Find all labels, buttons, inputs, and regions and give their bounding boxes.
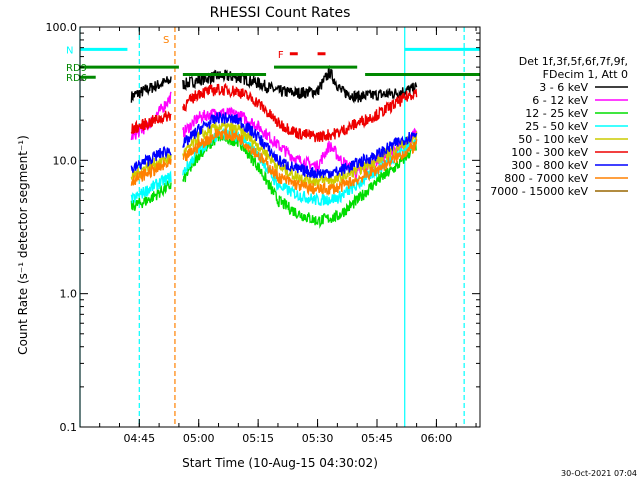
legend-label-3: 12 - 25 keV: [525, 107, 588, 120]
y-tick-label-4: 100.0: [46, 21, 78, 34]
y-tick-label-2: 1.0: [60, 288, 78, 301]
legend-header-line-2: FDecim 1, Att 0: [543, 68, 628, 81]
y-tick-label-1: 0.1: [60, 421, 78, 434]
legend-label-9: 7000 - 15000 keV: [490, 185, 588, 198]
series-trace-800-7000-kev-seg2: [182, 128, 418, 196]
legend: Det 1f,3f,5f,6f,7f,9f,FDecim 1, Att 03 -…: [490, 55, 628, 198]
x-tick-label-6: 06:00: [421, 432, 453, 445]
legend-label-1: 3 - 6 keV: [539, 81, 588, 94]
state-bar-label-rd6: RD6: [66, 73, 87, 84]
timestamp: 30-Oct-2021 07:04: [561, 469, 637, 478]
legend-label-5: 50 - 100 keV: [518, 133, 588, 146]
series-trace-100-300-kev-seg2: [182, 82, 418, 143]
series-trace-800-7000-kev-seg1: [130, 157, 172, 186]
legend-header-line-1: Det 1f,3f,5f,6f,7f,9f,: [519, 55, 628, 68]
legend-label-6: 100 - 300 keV: [511, 146, 588, 159]
x-axis-label: Start Time (10-Aug-15 04:30:02): [182, 456, 378, 470]
y-tick-label-3: 10.0: [53, 154, 78, 167]
x-tick-label-5: 05:45: [361, 432, 393, 445]
legend-label-2: 6 - 12 keV: [532, 94, 588, 107]
x-tick-label-2: 05:00: [183, 432, 215, 445]
x-axis: 04:45 05:00 05:15 05:30 05:45 06:00: [99, 27, 477, 445]
series-trace-300-800-kev-seg2: [182, 112, 418, 179]
x-tick-label-1: 04:45: [123, 432, 155, 445]
series-trace-100-300-kev-seg1: [130, 110, 172, 134]
series-trace-12-25-kev-seg1: [130, 179, 172, 211]
series-trace-3-6-kev-seg1: [130, 76, 172, 103]
x-tick-label-3: 05:15: [242, 432, 274, 445]
state-bar-label-n: N: [66, 45, 73, 56]
series-trace-25-50-kev-seg1: [130, 170, 172, 204]
legend-label-8: 800 - 7000 keV: [504, 172, 588, 185]
x-tick-label-4: 05:30: [302, 432, 334, 445]
y-axis-label: Count Rate (s⁻¹ detector segment⁻¹): [16, 135, 30, 355]
state-bar-label-rd9: RD9: [66, 63, 87, 74]
legend-label-7: 300 - 800 keV: [511, 159, 588, 172]
marker-label-s: S: [163, 35, 169, 46]
legend-label-4: 25 - 50 keV: [525, 120, 588, 133]
chart-title: RHESSI Count Rates: [210, 5, 351, 21]
plot-frame: [79, 26, 481, 428]
y-axis: 0.1 1.0 10.0 100.0: [46, 21, 480, 434]
state-bar-label-f: F: [278, 50, 284, 61]
series-trace-50-100-kev-seg2: [182, 121, 418, 188]
